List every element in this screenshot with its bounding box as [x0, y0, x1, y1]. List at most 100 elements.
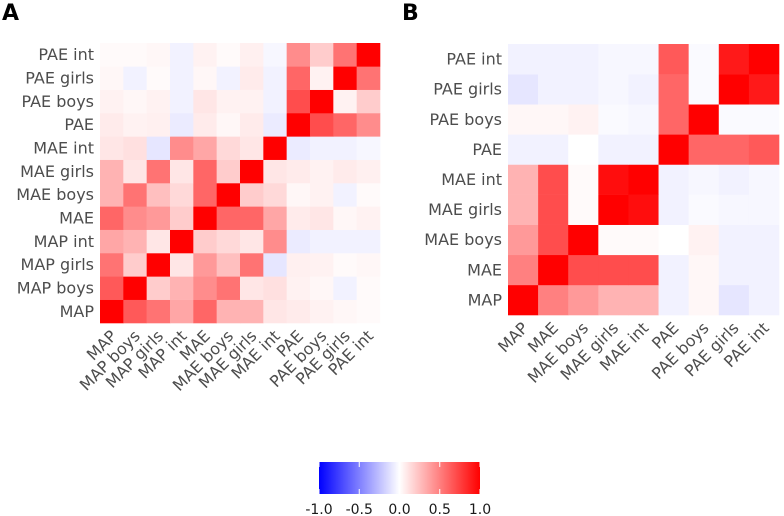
heatmap-cell [688, 254, 720, 286]
colorbar-tick-label: 1.0 [469, 502, 491, 516]
heatmap-cell [688, 44, 720, 75]
heatmap-cell [598, 164, 629, 195]
heatmap-cell [193, 66, 217, 90]
heatmap-cell [333, 206, 357, 230]
heatmap-cell [333, 66, 357, 90]
heatmap-cell [146, 206, 171, 230]
heatmap-cell [240, 229, 264, 254]
y-tick-label: PAE girls [433, 80, 502, 99]
heatmap-cell [538, 224, 569, 256]
y-tick-label: MAE [59, 209, 94, 228]
heatmap-cell [538, 194, 569, 225]
heatmap-cell [598, 74, 629, 105]
heatmap-cell [286, 43, 311, 67]
heatmap-cell [356, 43, 381, 67]
heatmap-cell [123, 229, 147, 254]
heatmap-cell [356, 229, 381, 254]
heatmap-cell [508, 74, 539, 105]
heatmap-cell [123, 66, 147, 90]
heatmap-cell [568, 194, 599, 225]
heatmap-cell [310, 136, 334, 160]
heatmap-cell [123, 299, 147, 324]
heatmap-cell [263, 229, 287, 254]
heatmap-cell [263, 159, 287, 184]
heatmap-cell [263, 89, 287, 114]
heatmap-cell [538, 74, 569, 105]
heatmap-cell [658, 74, 689, 105]
heatmap-cell [123, 253, 147, 277]
y-tick-label: PAE int [38, 45, 94, 64]
colorbar-tick-label: -0.5 [346, 502, 373, 516]
heatmap-cell [123, 89, 147, 114]
heatmap-cell [100, 229, 124, 254]
heatmap-cell [100, 43, 124, 67]
heatmap-cell [718, 254, 750, 286]
heatmap-cell [286, 66, 311, 90]
heatmap-cell [568, 284, 599, 316]
heatmap-cell [170, 89, 194, 114]
heatmap-cell [628, 104, 659, 135]
heatmap-cell [240, 89, 264, 114]
heatmap-cell [508, 194, 539, 225]
heatmap-cell [718, 104, 750, 135]
heatmap-cell [356, 276, 381, 300]
heatmap-cell [718, 194, 750, 225]
heatmap-cell [718, 284, 750, 316]
y-tick-label: PAE girls [25, 69, 94, 88]
heatmap-cell [170, 299, 194, 324]
heatmap-cell [356, 136, 381, 160]
heatmap-cell [146, 66, 171, 90]
heatmap-cell [216, 276, 241, 300]
heatmap-cell [123, 206, 147, 230]
y-tick-label: PAE [64, 115, 94, 134]
heatmap-cell [658, 164, 689, 195]
heatmap-cell [688, 194, 720, 225]
y-tick-label: MAE girls [20, 162, 94, 181]
y-tick-label: PAE int [446, 50, 502, 69]
heatmap-cell [310, 229, 334, 254]
colorbar-tick-label: 0.0 [388, 502, 410, 516]
heatmap-cell [216, 113, 241, 137]
heatmap-cell [310, 43, 334, 67]
heatmap-cell [193, 276, 217, 300]
heatmap-cell [688, 224, 720, 256]
heatmap-cell [568, 74, 599, 105]
heatmap-cell [123, 276, 147, 300]
heatmap-cell [568, 104, 599, 135]
heatmap-cell [628, 134, 659, 165]
heatmap-cell [568, 224, 599, 256]
heatmap-cell [748, 194, 780, 225]
heatmap-cell [263, 136, 287, 160]
heatmap-cell [240, 299, 264, 324]
heatmap-cell [100, 66, 124, 90]
y-tick-label: MAP girls [21, 255, 94, 274]
heatmap-cell [240, 136, 264, 160]
heatmap-cell [508, 44, 539, 75]
heatmap-cell [310, 183, 334, 207]
heatmap-cell [356, 183, 381, 207]
heatmap-cell [538, 254, 569, 286]
panel-label-a: A [2, 1, 19, 26]
heatmap-cell [508, 254, 539, 286]
heatmap-cell [310, 159, 334, 184]
colorbar-gradient [319, 462, 480, 494]
heatmap-cell [748, 134, 780, 165]
heatmap-cell [123, 159, 147, 184]
heatmap-cell [286, 113, 311, 137]
heatmap-cell [170, 136, 194, 160]
heatmap-cell [146, 253, 171, 277]
heatmap-cell [748, 164, 780, 195]
heatmap-cell [286, 229, 311, 254]
colorbar-ticks: -1.0 -0.5 0.0 0.5 1.0 [305, 462, 491, 516]
heatmap-cell [263, 113, 287, 137]
heatmap-cell [216, 43, 241, 67]
heatmap-cell [628, 74, 659, 105]
heatmap-cell [718, 224, 750, 256]
heatmap-cell [356, 113, 381, 137]
heatmap-cell [356, 89, 381, 114]
heatmap-cell [146, 159, 171, 184]
heatmap-cell [100, 299, 124, 324]
heatmap-cell [216, 253, 241, 277]
heatmap-cell [286, 276, 311, 300]
